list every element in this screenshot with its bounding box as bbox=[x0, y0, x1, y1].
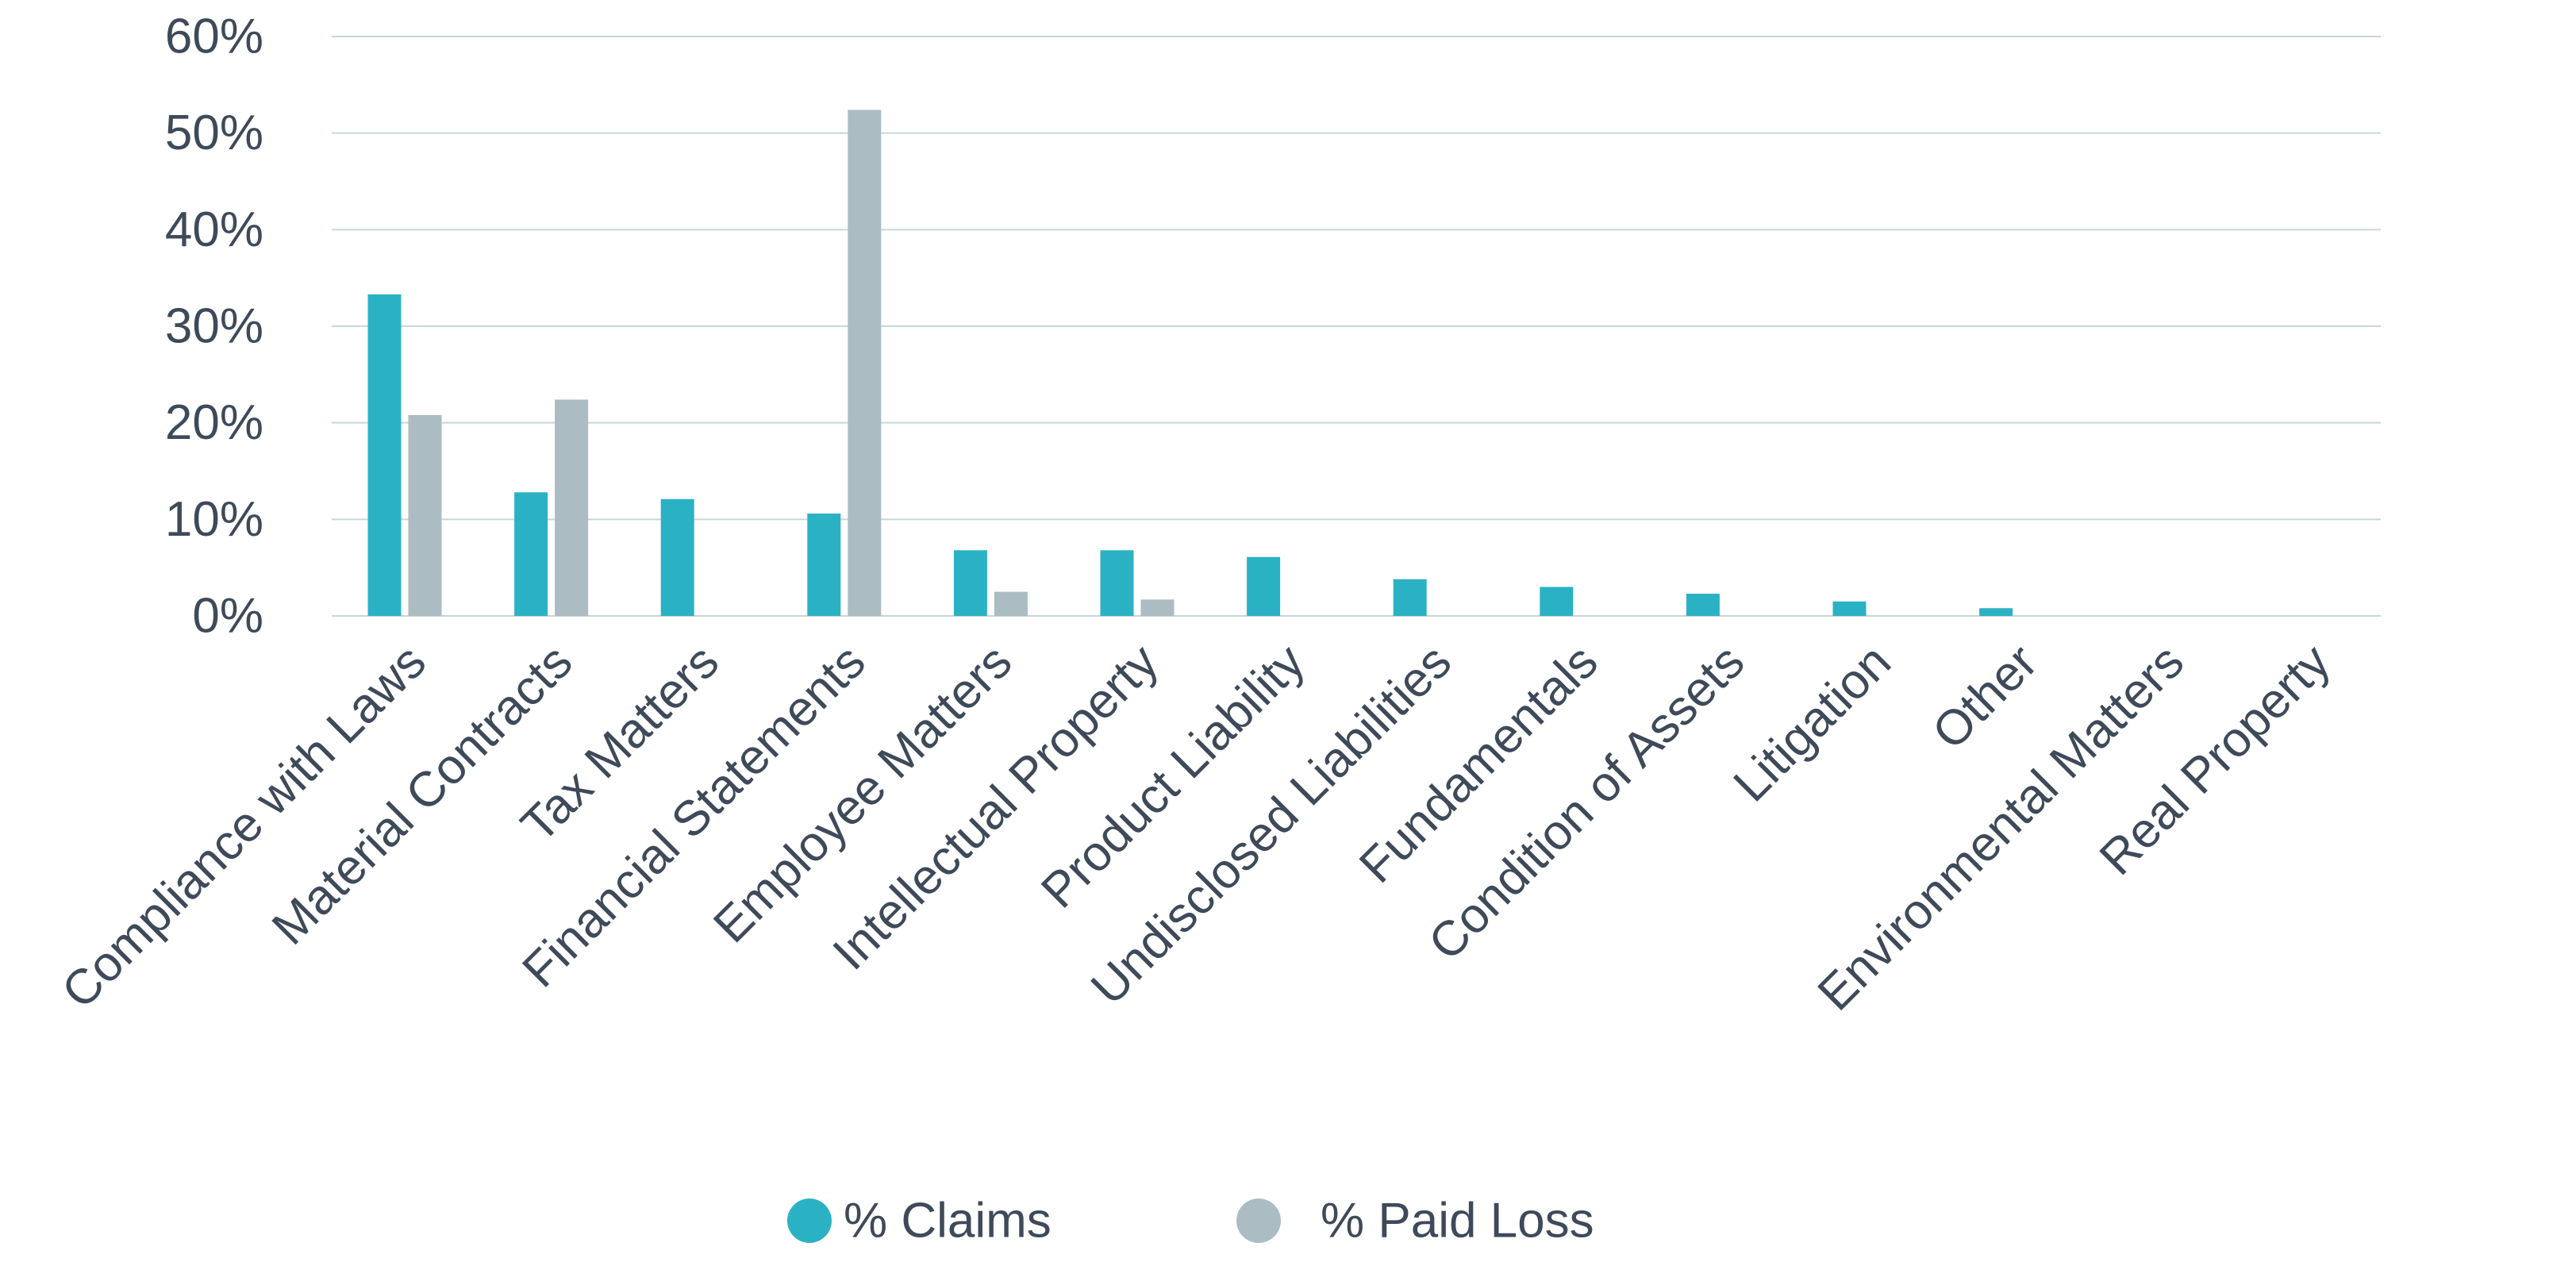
bars bbox=[367, 110, 2013, 616]
bar-claims bbox=[1393, 579, 1427, 616]
legend-label: % Claims bbox=[844, 1194, 1052, 1249]
bar-claims bbox=[807, 514, 841, 616]
legend-label: % Paid Loss bbox=[1321, 1194, 1594, 1249]
bar-claims bbox=[1247, 556, 1281, 616]
bar-claims bbox=[1100, 550, 1134, 616]
bar-paid-loss bbox=[555, 399, 589, 616]
bar-claims bbox=[367, 294, 402, 616]
y-tick-label: 0% bbox=[192, 589, 263, 644]
bar-claims bbox=[1686, 594, 1720, 616]
y-tick-label: 40% bbox=[165, 202, 263, 257]
y-tick-label: 10% bbox=[165, 492, 263, 547]
y-tick-label: 60% bbox=[165, 10, 263, 64]
bar-paid-loss bbox=[994, 591, 1028, 616]
x-category-label: Litigation bbox=[1724, 634, 1901, 812]
legend: % Claims % Paid Loss bbox=[787, 1194, 1594, 1249]
bar-claims bbox=[1540, 587, 1574, 616]
bar-paid-loss bbox=[408, 414, 442, 616]
bar-paid-loss bbox=[848, 110, 882, 616]
y-tick-label: 20% bbox=[165, 395, 263, 450]
y-axis-ticks: 0% 10% 20% 30% 40% 50% 60% bbox=[165, 10, 263, 644]
bar-claims bbox=[1979, 608, 2013, 616]
x-category-label: Product Liability bbox=[1031, 634, 1315, 918]
legend-swatch bbox=[1236, 1199, 1281, 1243]
gridlines bbox=[332, 36, 2381, 617]
y-tick-label: 50% bbox=[165, 106, 263, 160]
bar-claims bbox=[953, 550, 987, 616]
x-category-label: Other bbox=[1922, 634, 2047, 760]
bar-claims bbox=[1832, 601, 1867, 616]
bar-paid-loss bbox=[1140, 599, 1175, 616]
bar-claims bbox=[514, 492, 548, 616]
y-tick-label: 30% bbox=[165, 299, 263, 354]
legend-swatch bbox=[787, 1199, 832, 1243]
bar-claims bbox=[660, 498, 694, 616]
